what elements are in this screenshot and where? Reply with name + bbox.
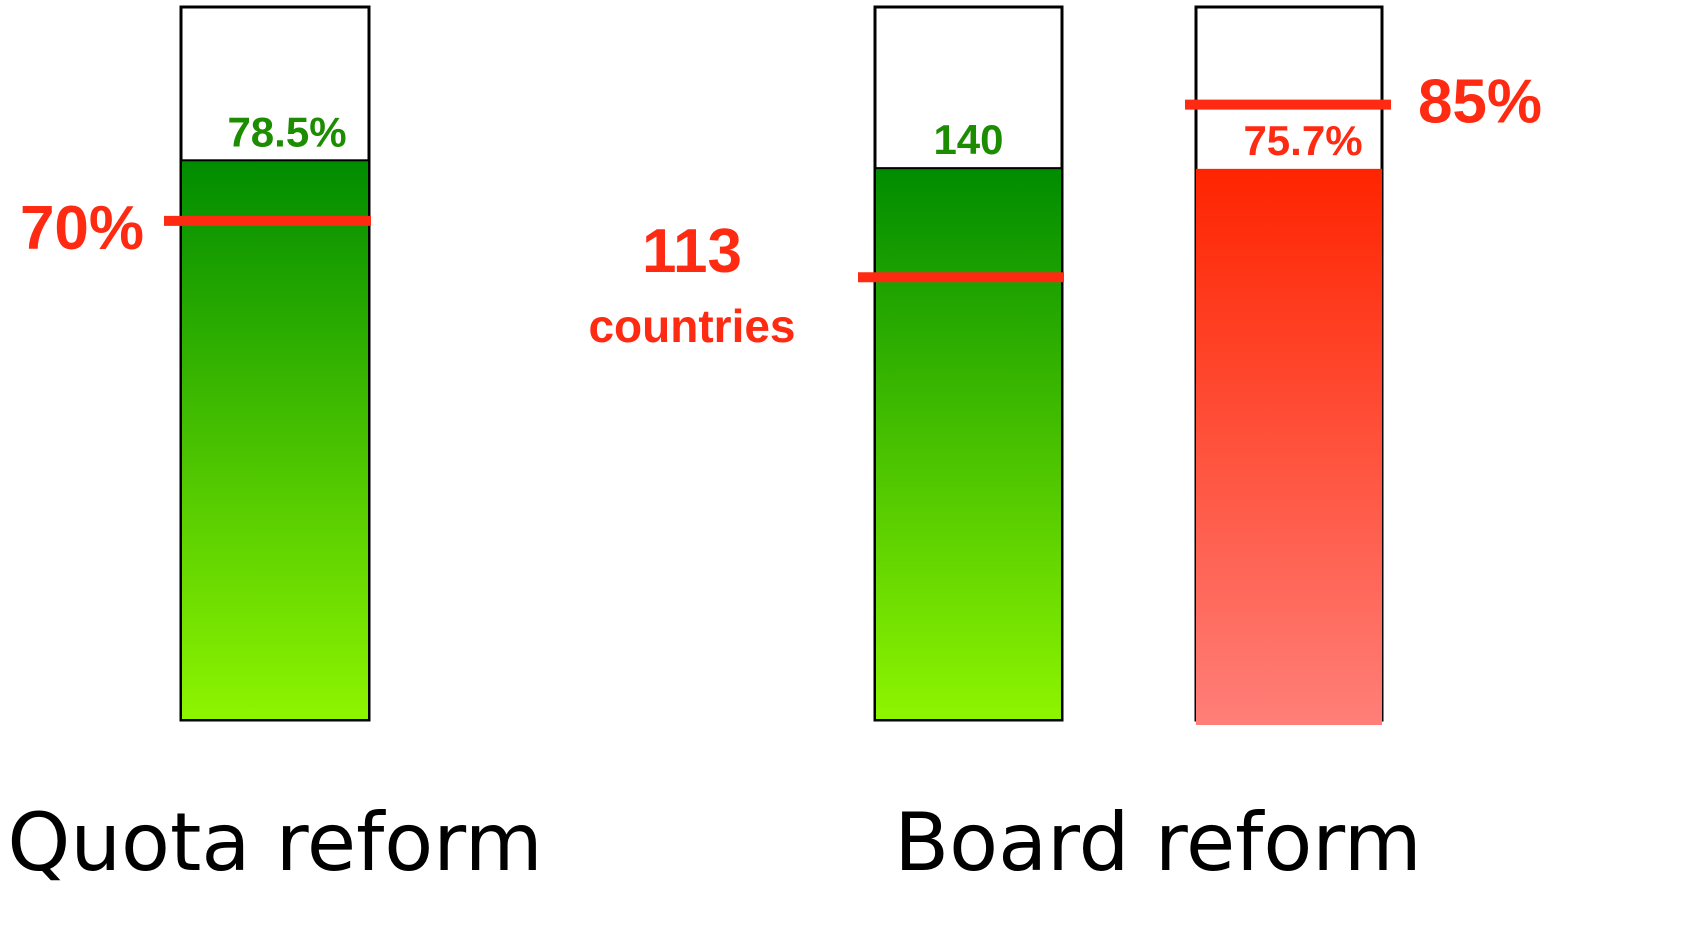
category-label: Quota reform bbox=[7, 796, 542, 889]
value-label: 140 bbox=[933, 116, 1003, 163]
bar-fill bbox=[874, 167, 1063, 721]
bar-fill bbox=[180, 159, 370, 722]
threshold-label: 70% bbox=[20, 194, 144, 263]
value-label: 78.5% bbox=[227, 108, 346, 155]
threshold-sublabel: countries bbox=[588, 300, 795, 352]
category-label: Board reform bbox=[894, 796, 1421, 889]
threshold-label: 85% bbox=[1418, 68, 1542, 137]
bar-fill bbox=[1196, 168, 1382, 725]
threshold-label: 113 bbox=[642, 217, 742, 286]
value-label: 75.7% bbox=[1243, 117, 1362, 164]
